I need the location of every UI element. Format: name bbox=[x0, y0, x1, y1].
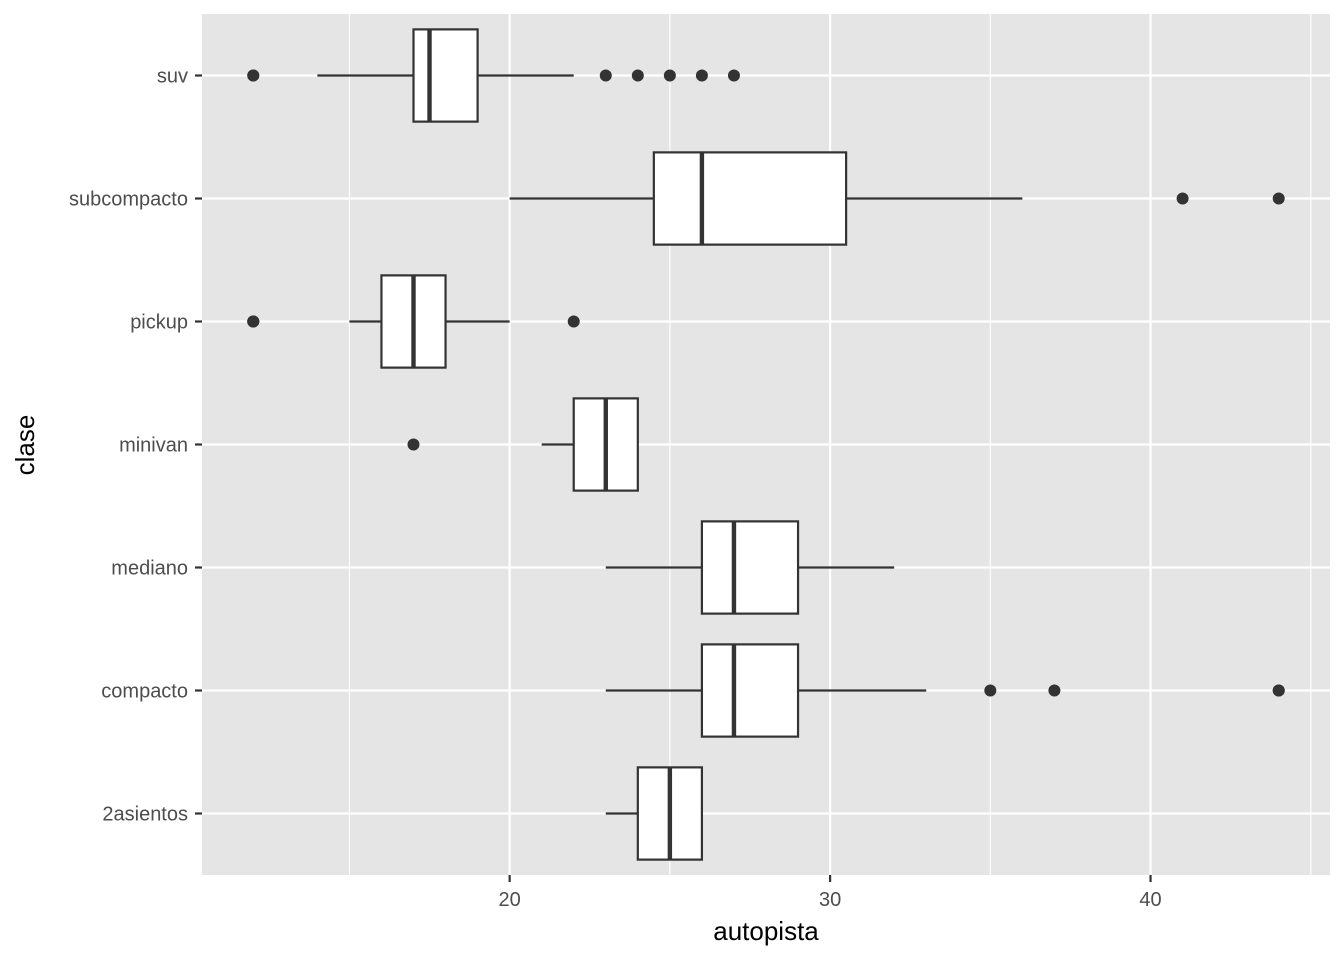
box-mediano bbox=[605, 520, 895, 615]
box-iqr bbox=[700, 643, 800, 738]
y-axis-title: clase bbox=[10, 415, 40, 476]
box-2asientos bbox=[605, 766, 704, 861]
y-tick-label: 2asientos bbox=[102, 804, 188, 826]
y-tick-label: suv bbox=[157, 66, 188, 88]
box-compacto bbox=[605, 643, 1285, 738]
y-tick-label: compacto bbox=[101, 681, 188, 703]
x-tick-label: 30 bbox=[819, 889, 841, 911]
y-tick-label: minivan bbox=[119, 435, 188, 457]
outlier-point bbox=[727, 69, 740, 82]
y-axis: 2asientos compacto mediano minivan pickup sub… bbox=[69, 66, 202, 826]
x-tick-label: 20 bbox=[499, 889, 521, 911]
boxes-layer bbox=[247, 28, 1285, 861]
x-axis-title: autopista bbox=[713, 916, 819, 946]
x-tick-label: 40 bbox=[1139, 889, 1161, 911]
outlier-point bbox=[631, 69, 644, 82]
outlier-point bbox=[599, 69, 612, 82]
x-axis: 20 30 40 bbox=[499, 875, 1162, 911]
box-subcompacto bbox=[509, 151, 1285, 246]
outlier-point bbox=[663, 69, 676, 82]
outlier-point bbox=[695, 69, 708, 82]
y-tick-label: mediano bbox=[111, 558, 188, 580]
outlier-point bbox=[567, 315, 580, 328]
y-tick-label: subcompacto bbox=[69, 189, 188, 211]
outlier-point bbox=[1176, 192, 1189, 205]
outlier-point bbox=[984, 684, 997, 697]
outlier-point bbox=[1272, 684, 1285, 697]
outlier-point bbox=[247, 69, 260, 82]
box-iqr bbox=[652, 151, 848, 246]
box-suv bbox=[247, 28, 740, 123]
outlier-point bbox=[1272, 192, 1285, 205]
box-pickup bbox=[247, 274, 580, 369]
box-iqr bbox=[700, 520, 800, 615]
box-minivan bbox=[407, 397, 639, 492]
outlier-point bbox=[1048, 684, 1061, 697]
outlier-point bbox=[407, 438, 420, 451]
y-tick-label: pickup bbox=[130, 312, 188, 334]
outlier-point bbox=[247, 315, 260, 328]
box-iqr bbox=[412, 28, 479, 123]
